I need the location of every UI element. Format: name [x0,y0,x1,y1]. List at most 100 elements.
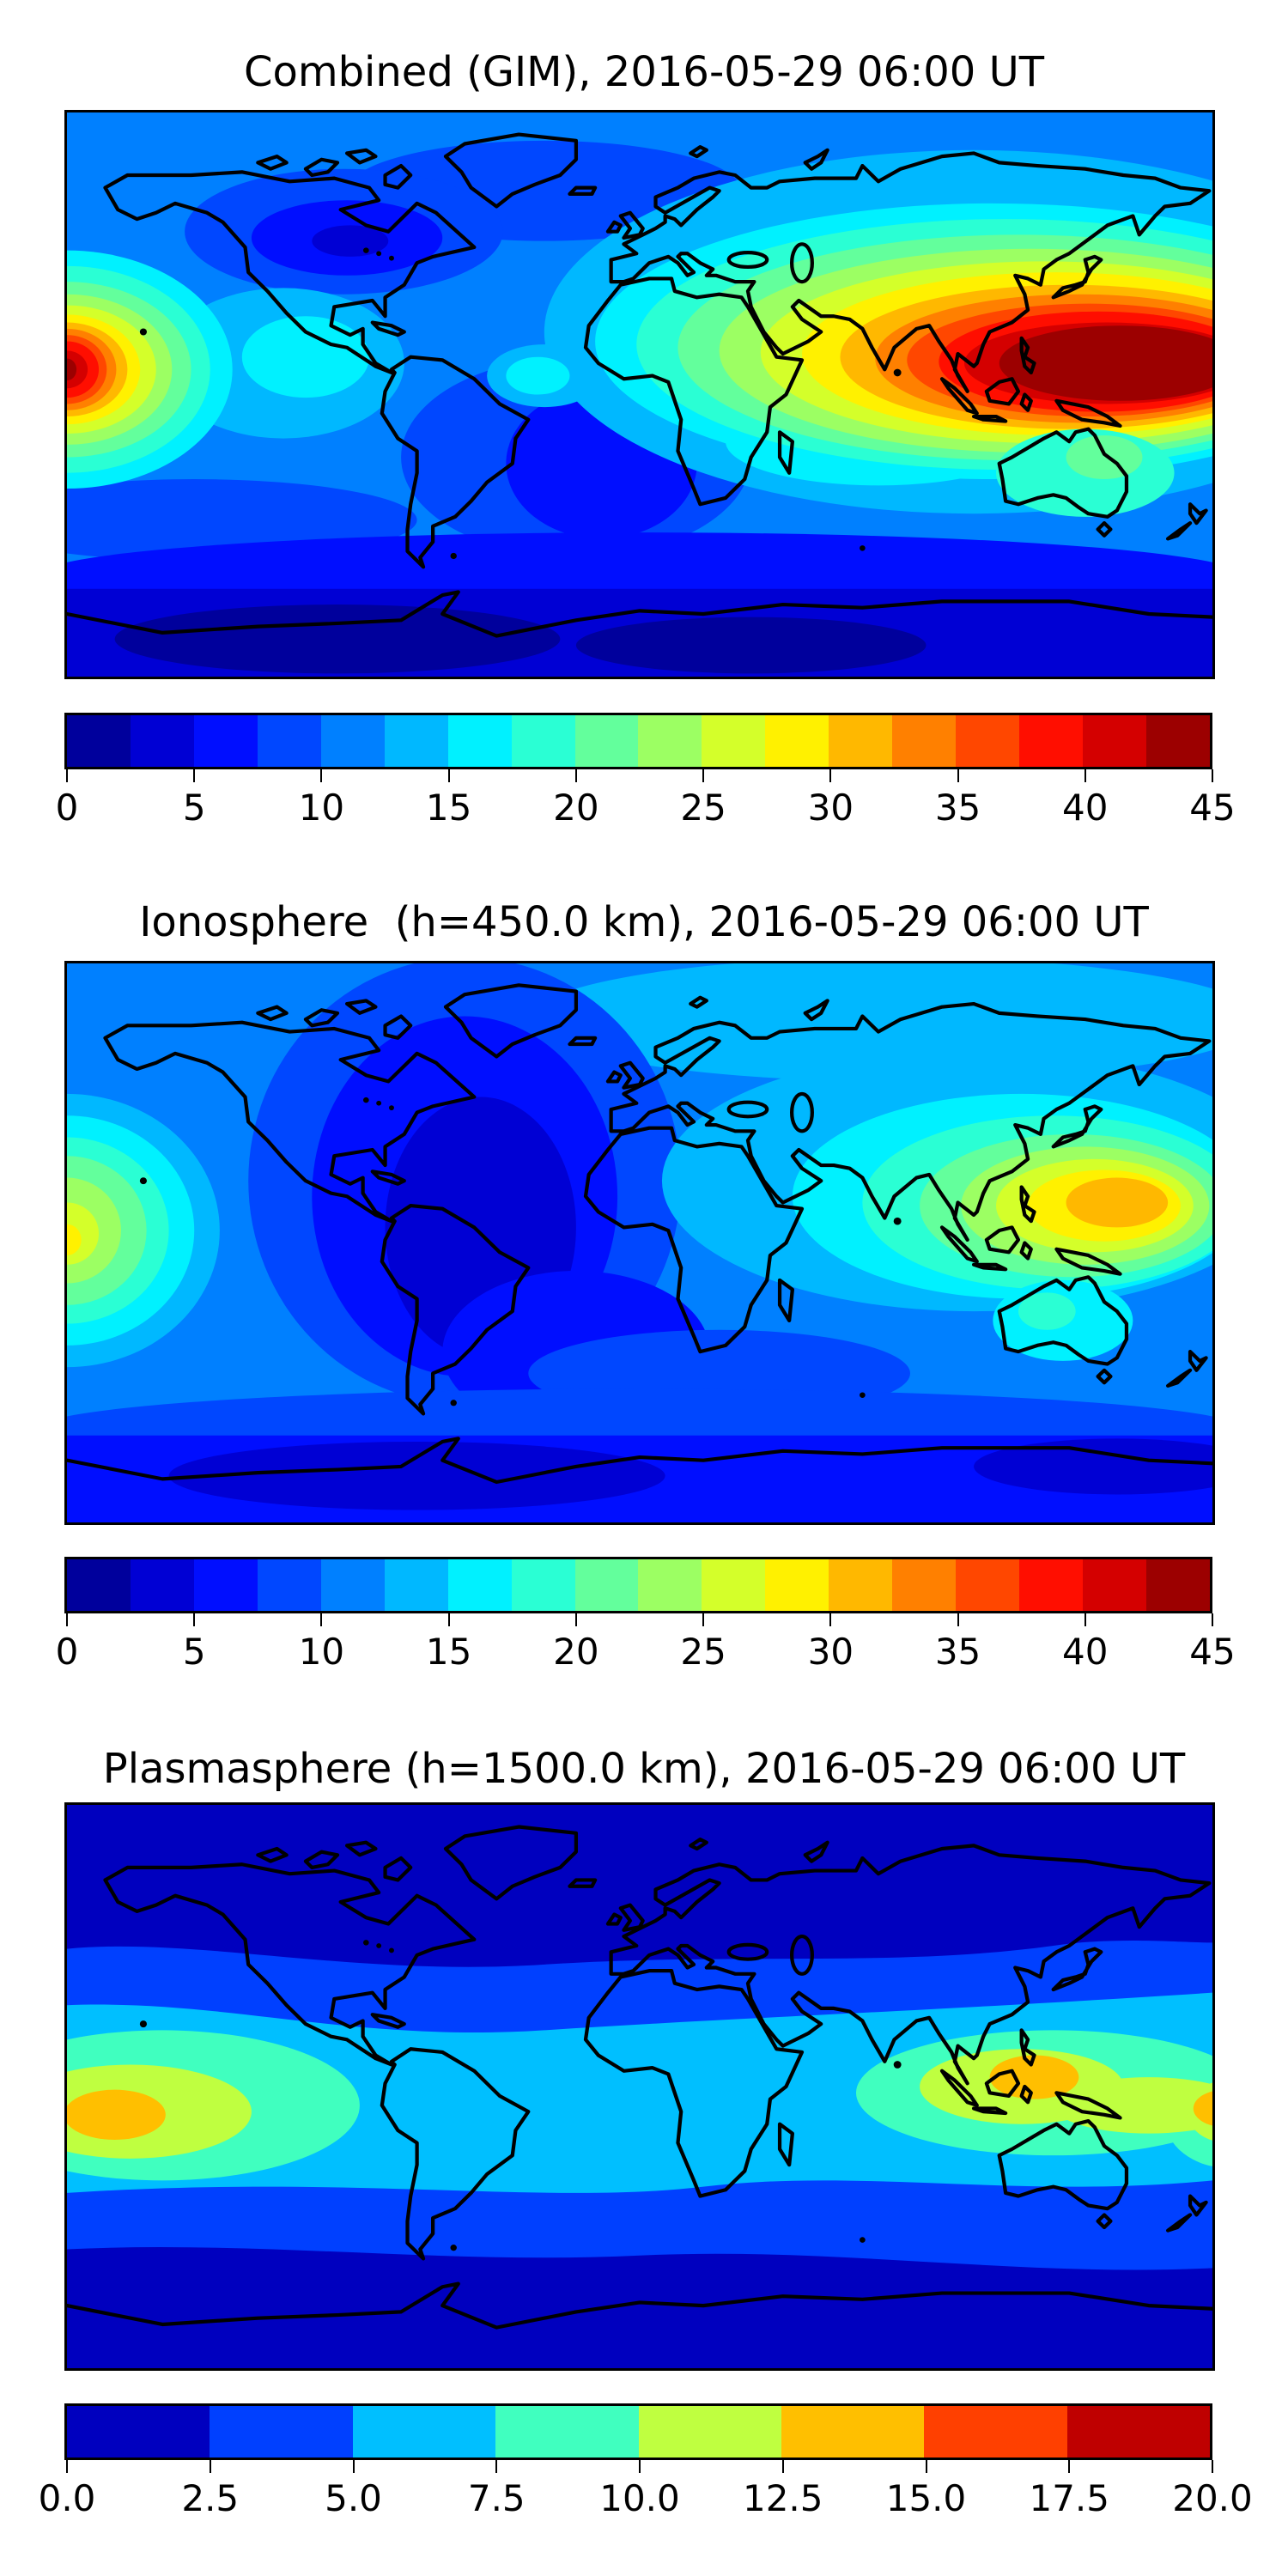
colorbar-tick-label: 45 [1189,787,1236,829]
panel-title-ionosphere: Ionosphere (h=450.0 km), 2016-05-29 06:0… [139,898,1149,946]
colorbar-segments [67,2406,1210,2458]
colorbar-tick-label: 2.5 [181,2477,240,2519]
colorbar-tick-label: 0 [55,787,79,829]
colorbar-tick-label: 10.0 [599,2477,680,2519]
colorbar-segment [702,715,766,767]
colorbar-bar [64,2403,1212,2460]
colorbar-segment [67,2406,210,2458]
colorbar-ticks [66,769,1213,783]
map-plasmasphere [64,1802,1215,2371]
colorbar-tick-label: 25 [680,1631,726,1673]
colorbar-segment [924,2406,1067,2458]
colorbar-segment [765,1559,829,1611]
colorbar-tick [66,769,68,782]
colorbar-segment [638,715,702,767]
colorbar-tick [1212,769,1213,782]
colorbar-segment [67,1559,131,1611]
panel-title-plasmasphere: Plasmasphere (h=1500.0 km), 2016-05-29 0… [102,1745,1186,1793]
colorbar-segment [193,715,258,767]
colorbar-segment [1083,715,1146,767]
colorbar-tick [66,1613,68,1626]
colorbar-tick-labels: 0 5 10 15 20 25 30 35 40 45 [56,783,1236,829]
colorbar-segment [130,715,194,767]
colorbar-tick-label: 20 [553,787,599,829]
colorbar-tick [574,1613,577,1626]
colorbar-tick-label: 7.5 [467,2477,526,2519]
colorbar-tick-label: 15.0 [885,2477,967,2519]
colorbar-segment [447,1559,512,1611]
colorbar-tick-label: 40 [1062,1631,1109,1673]
colorbar-tick-label: 35 [934,787,981,829]
colorbar-segment [257,1559,321,1611]
colorbar-tick-label: 15 [425,787,472,829]
colorbar-segments [67,1559,1210,1611]
colorbar-segment [193,1559,258,1611]
colorbar-segment [638,1559,702,1611]
colorbar-segment [1145,1559,1210,1611]
colorbar-segment [829,1559,893,1611]
colorbar-segment [1019,715,1083,767]
colorbar-ticks [66,1613,1213,1627]
colorbar-segment [956,1559,1020,1611]
colorbar-segment [257,715,321,767]
colorbar-tick-label: 25 [680,787,726,829]
colorbar-segment [320,715,385,767]
colorbar-tick [829,769,832,782]
colorbar-tick-label: 5 [182,1631,206,1673]
tec-map-ionosphere-svg [67,963,1212,1522]
colorbar-segment [574,715,639,767]
colorbar-segment [130,1559,194,1611]
colorbar-segment [384,715,448,767]
colorbar-segment [765,715,829,767]
colorbar-tick [66,2460,68,2473]
colorbar-tick-label: 5.0 [325,2477,382,2519]
colorbar-segment [67,715,131,767]
colorbar-ionosphere: 0 5 10 15 20 25 30 35 40 45 [56,1557,1236,1673]
colorbar-tick [495,2460,498,2473]
colorbar-segment [1083,1559,1146,1611]
colorbar-tick [829,1613,832,1626]
colorbar-tick [1084,769,1086,782]
colorbar-segment [702,1559,766,1611]
colorbar-tick [447,1613,450,1626]
colorbar-tick-label: 17.5 [1029,2477,1110,2519]
colorbar-tick-label: 10 [298,787,345,829]
colorbar-tick-label: 45 [1189,1631,1236,1673]
colorbar-tick-label: 5 [182,787,206,829]
colorbar-tick [957,1613,959,1626]
colorbar-ticks [66,2460,1213,2474]
panel-title-combined: Combined (GIM), 2016-05-29 06:00 UT [243,48,1045,96]
map-ionosphere [64,961,1215,1525]
colorbar-segment [384,1559,448,1611]
colorbar-tick [702,1613,705,1626]
colorbar-tick [193,769,196,782]
colorbar-tick [639,2460,641,2473]
colorbar-tick-label: 20 [553,1631,599,1673]
colorbar-segments [67,715,1210,767]
colorbar-segment [1019,1559,1083,1611]
colorbar-tick-label: 0.0 [38,2477,96,2519]
colorbar-tick [702,769,705,782]
colorbar-segment [511,715,575,767]
colorbar-tick-label: 35 [934,1631,981,1673]
colorbar-tick [193,1613,196,1626]
colorbar-tick [320,1613,323,1626]
colorbar-segment [829,715,893,767]
colorbar-tick [1068,2460,1071,2473]
colorbar-segment [1066,2406,1210,2458]
colorbar-tick [574,769,577,782]
colorbar-tick-label: 40 [1062,787,1109,829]
colorbar-tick [1212,1613,1213,1626]
colorbar-tick [781,2460,784,2473]
colorbar-tick-label: 0 [55,1631,79,1673]
colorbar-segment [447,715,512,767]
colorbar-tick [209,2460,211,2473]
colorbar-segment [892,715,957,767]
colorbar-tick-label: 30 [807,787,854,829]
colorbar-bar [64,713,1212,769]
colorbar-segment [210,2406,353,2458]
colorbar-tick-label: 20.0 [1172,2477,1253,2519]
colorbar-tick [925,2460,927,2473]
colorbar-segment [320,1559,385,1611]
